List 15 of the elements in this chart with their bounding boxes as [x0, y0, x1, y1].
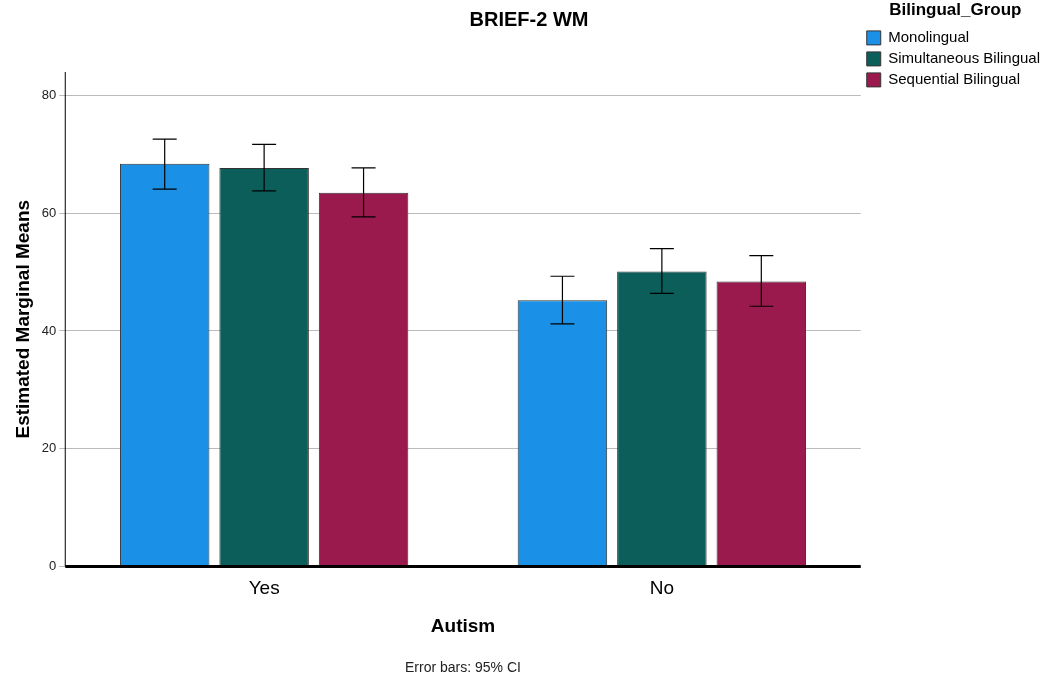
legend-label: Sequential Bilingual [888, 70, 1021, 88]
y-tick-label: 80 [41, 87, 57, 103]
legend-label: Simultaneous Bilingual [888, 49, 1041, 67]
x-tick-label: Yes [248, 577, 280, 599]
y-tick-label: 40 [41, 322, 57, 338]
legend-title: Bilingual_Group [889, 0, 1022, 20]
text: Error bars: 95% CI [405, 659, 521, 675]
x-axis-title: Autism [430, 614, 496, 636]
legend-label: Monolingual [888, 28, 970, 46]
y-tick-label: 60 [41, 204, 57, 220]
y-tick-label: 0 [49, 557, 57, 573]
chart-title: BRIEF-2 WM [469, 7, 589, 30]
x-tick-label: No [649, 577, 675, 599]
y-axis-title: Estimated Marginal Means [11, 199, 33, 439]
y-tick-label: 20 [41, 440, 57, 456]
